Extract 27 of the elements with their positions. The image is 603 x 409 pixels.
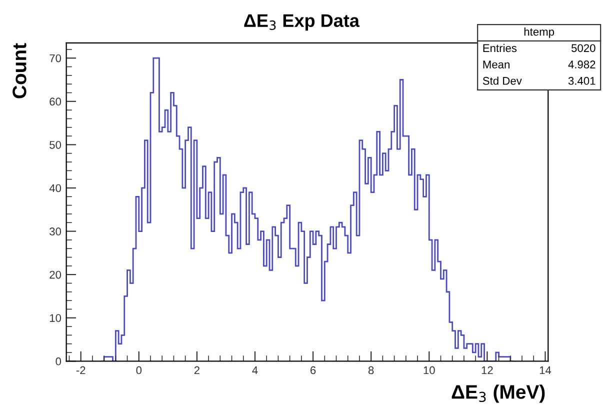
y-tick-label: 10 — [50, 314, 62, 322]
y-tick-label: 30 — [50, 228, 62, 236]
y-tick-label: 40 — [49, 184, 62, 192]
y-tick-label: 60 — [50, 98, 62, 106]
y-axis-title: Count — [12, 43, 26, 98]
annotation: Std Dev — [482, 76, 522, 85]
x-tick-label: -2 — [76, 366, 86, 374]
x-tick-label: 2 — [194, 366, 200, 374]
annotation: Mean — [483, 60, 510, 68]
y-tick-label: 0 — [56, 357, 62, 366]
x-tick-label: 0 — [136, 366, 142, 374]
annotation: Entries — [483, 44, 517, 52]
y-tick-label: 20 — [50, 270, 62, 279]
y-tick-label: 50 — [50, 140, 62, 149]
x-tick-label: 12 — [482, 366, 493, 374]
chart-title: ΔE$_{3}$ Exp Data — [244, 14, 360, 31]
y-tick-label: 70 — [50, 54, 62, 62]
x-tick-label: 14 — [540, 366, 552, 374]
text: 3.401 — [568, 76, 596, 85]
text: 5020 — [571, 44, 596, 52]
text: htemp — [524, 28, 554, 38]
text: 4.982 — [568, 60, 596, 68]
x-tick-label: 8 — [368, 366, 374, 374]
x-axis-title: ΔE$_{3}$ (MeV) — [452, 384, 545, 403]
x-tick-label: 6 — [310, 366, 316, 374]
x-tick-label: 4 — [252, 366, 258, 374]
x-tick-label: 10 — [424, 366, 435, 374]
